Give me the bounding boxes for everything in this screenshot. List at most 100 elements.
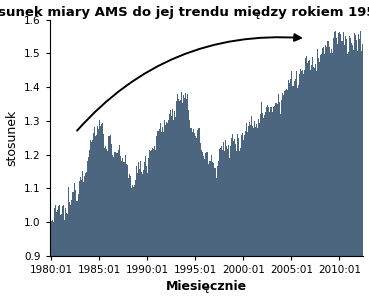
Bar (230, 147, 231, 299)
Bar (339, 32, 340, 299)
Bar (241, 135, 242, 299)
Bar (225, 140, 226, 299)
Bar (295, 79, 296, 299)
Bar (90, 140, 91, 299)
Bar (354, 33, 355, 299)
Bar (63, 222, 65, 299)
Bar (98, 129, 99, 299)
Bar (202, 152, 203, 299)
Bar (152, 150, 153, 299)
Bar (204, 152, 205, 299)
Bar (341, 41, 342, 299)
Bar (56, 212, 57, 299)
Bar (59, 205, 60, 299)
Bar (138, 162, 139, 299)
Bar (302, 70, 303, 299)
Bar (81, 180, 82, 299)
Bar (119, 144, 120, 299)
Bar (279, 102, 280, 299)
Bar (130, 176, 131, 299)
Bar (163, 132, 164, 299)
Bar (216, 178, 217, 299)
Bar (224, 147, 225, 299)
Bar (273, 107, 274, 299)
Bar (227, 149, 228, 299)
Bar (117, 153, 118, 299)
Bar (87, 161, 88, 299)
Bar (212, 162, 213, 299)
Bar (118, 150, 119, 299)
Bar (207, 152, 208, 299)
Bar (84, 173, 85, 299)
Bar (277, 104, 278, 299)
Bar (105, 146, 106, 299)
Bar (258, 118, 259, 299)
Bar (356, 47, 358, 299)
Bar (314, 68, 315, 299)
Bar (141, 172, 142, 299)
Bar (306, 56, 307, 299)
Bar (265, 112, 266, 299)
Bar (237, 134, 238, 299)
Bar (248, 126, 249, 299)
Bar (134, 185, 135, 299)
Bar (312, 57, 313, 299)
Bar (360, 31, 361, 299)
Bar (211, 155, 212, 299)
Bar (89, 150, 90, 299)
Bar (106, 149, 107, 299)
Bar (361, 51, 362, 299)
Bar (201, 150, 202, 299)
Bar (189, 120, 190, 299)
Bar (334, 32, 335, 299)
Bar (76, 202, 77, 299)
Bar (321, 54, 322, 299)
Bar (188, 110, 189, 299)
Bar (145, 156, 146, 299)
Bar (231, 138, 232, 299)
Bar (206, 152, 207, 299)
Bar (223, 142, 224, 299)
Bar (176, 101, 177, 299)
Bar (256, 124, 258, 299)
Bar (92, 140, 93, 299)
Bar (101, 124, 102, 299)
Bar (268, 107, 269, 299)
Bar (184, 98, 185, 299)
Bar (233, 141, 234, 299)
Bar (153, 149, 154, 299)
Bar (355, 35, 356, 299)
X-axis label: Miesięcznie: Miesięcznie (166, 280, 247, 293)
Bar (187, 94, 188, 299)
Bar (97, 126, 98, 299)
Bar (294, 81, 295, 299)
Bar (311, 65, 312, 299)
Bar (288, 80, 289, 299)
Bar (93, 133, 94, 299)
Bar (110, 135, 111, 299)
Bar (108, 136, 109, 299)
Bar (257, 128, 258, 299)
Bar (303, 74, 304, 299)
Bar (82, 171, 83, 299)
Bar (156, 136, 157, 299)
Bar (327, 41, 328, 299)
Bar (191, 128, 192, 299)
Bar (296, 71, 297, 299)
Bar (275, 103, 276, 299)
Bar (271, 107, 272, 299)
Bar (260, 114, 261, 299)
Bar (69, 202, 70, 299)
Bar (139, 169, 140, 299)
Bar (228, 151, 230, 299)
Bar (165, 125, 166, 299)
Bar (136, 171, 137, 299)
Bar (217, 166, 218, 299)
Bar (132, 185, 133, 299)
Bar (112, 150, 113, 299)
Bar (148, 158, 149, 299)
Bar (214, 168, 215, 299)
Bar (172, 109, 173, 299)
Bar (266, 107, 267, 299)
Bar (120, 156, 121, 299)
